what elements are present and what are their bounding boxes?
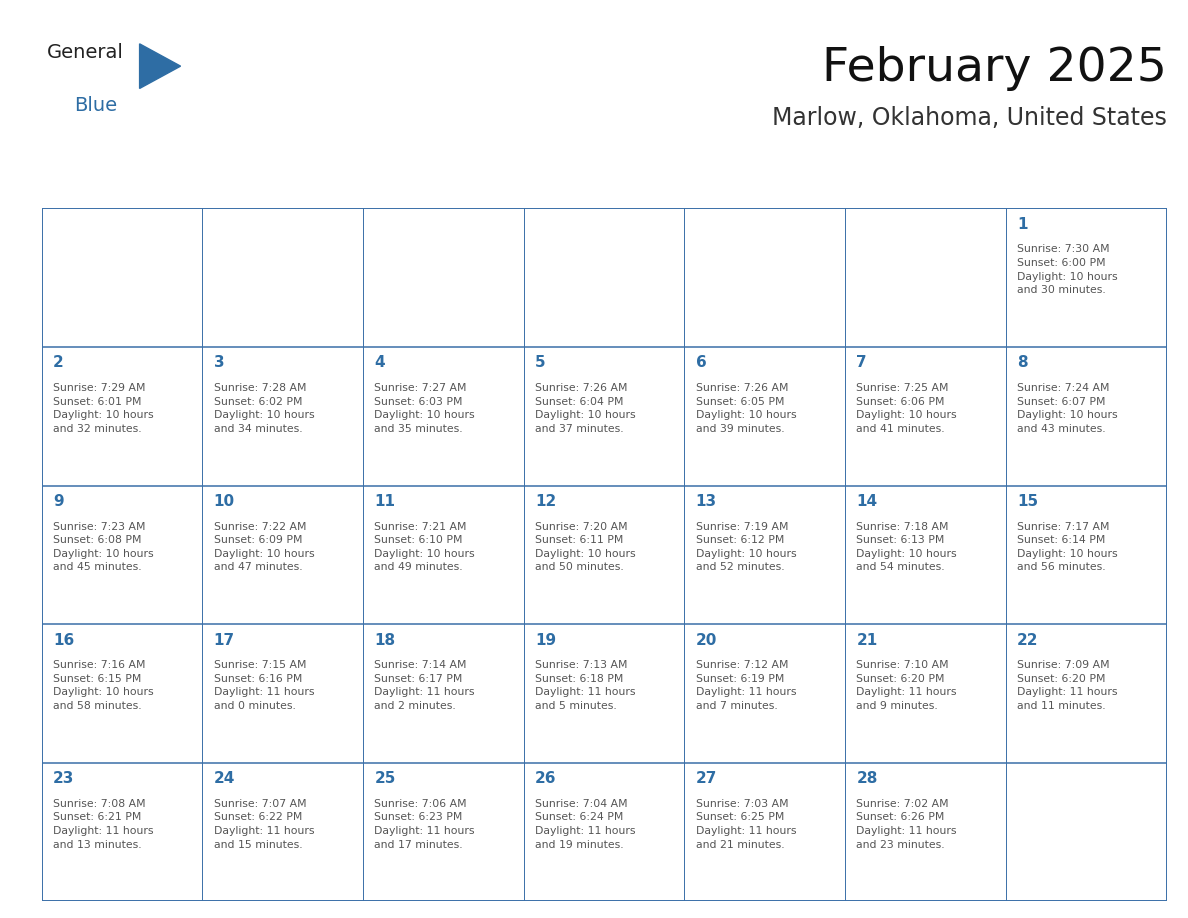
Text: 9: 9 [52, 494, 63, 509]
Text: Sunrise: 7:04 AM
Sunset: 6:24 PM
Daylight: 11 hours
and 19 minutes.: Sunrise: 7:04 AM Sunset: 6:24 PM Dayligh… [535, 799, 636, 850]
Text: 21: 21 [857, 633, 878, 647]
Text: 23: 23 [52, 771, 74, 786]
Text: Blue: Blue [74, 96, 116, 116]
Text: 10: 10 [214, 494, 235, 509]
Text: February 2025: February 2025 [822, 47, 1167, 92]
Text: Sunrise: 7:03 AM
Sunset: 6:25 PM
Daylight: 11 hours
and 21 minutes.: Sunrise: 7:03 AM Sunset: 6:25 PM Dayligh… [696, 799, 796, 850]
Text: Sunrise: 7:26 AM
Sunset: 6:05 PM
Daylight: 10 hours
and 39 minutes.: Sunrise: 7:26 AM Sunset: 6:05 PM Dayligh… [696, 383, 796, 434]
Text: Sunrise: 7:25 AM
Sunset: 6:06 PM
Daylight: 10 hours
and 41 minutes.: Sunrise: 7:25 AM Sunset: 6:06 PM Dayligh… [857, 383, 958, 434]
Text: 11: 11 [374, 494, 396, 509]
Text: Wednesday: Wednesday [535, 174, 638, 189]
Text: 20: 20 [696, 633, 718, 647]
Text: Sunrise: 7:30 AM
Sunset: 6:00 PM
Daylight: 10 hours
and 30 minutes.: Sunrise: 7:30 AM Sunset: 6:00 PM Dayligh… [1017, 244, 1118, 296]
Text: Monday: Monday [214, 174, 284, 189]
Text: Sunrise: 7:19 AM
Sunset: 6:12 PM
Daylight: 10 hours
and 52 minutes.: Sunrise: 7:19 AM Sunset: 6:12 PM Dayligh… [696, 521, 796, 573]
Text: 7: 7 [857, 355, 867, 370]
Text: Sunrise: 7:08 AM
Sunset: 6:21 PM
Daylight: 11 hours
and 13 minutes.: Sunrise: 7:08 AM Sunset: 6:21 PM Dayligh… [52, 799, 153, 850]
Text: 3: 3 [214, 355, 225, 370]
Text: 24: 24 [214, 771, 235, 786]
Text: 19: 19 [535, 633, 556, 647]
Text: 25: 25 [374, 771, 396, 786]
Text: Sunrise: 7:26 AM
Sunset: 6:04 PM
Daylight: 10 hours
and 37 minutes.: Sunrise: 7:26 AM Sunset: 6:04 PM Dayligh… [535, 383, 636, 434]
Text: Sunrise: 7:13 AM
Sunset: 6:18 PM
Daylight: 11 hours
and 5 minutes.: Sunrise: 7:13 AM Sunset: 6:18 PM Dayligh… [535, 660, 636, 711]
Polygon shape [140, 44, 181, 88]
Text: Thursday: Thursday [696, 174, 779, 189]
Text: 26: 26 [535, 771, 556, 786]
Text: 17: 17 [214, 633, 235, 647]
Text: Sunrise: 7:28 AM
Sunset: 6:02 PM
Daylight: 10 hours
and 34 minutes.: Sunrise: 7:28 AM Sunset: 6:02 PM Dayligh… [214, 383, 314, 434]
Text: 8: 8 [1017, 355, 1028, 370]
Text: 27: 27 [696, 771, 718, 786]
Text: Sunrise: 7:10 AM
Sunset: 6:20 PM
Daylight: 11 hours
and 9 minutes.: Sunrise: 7:10 AM Sunset: 6:20 PM Dayligh… [857, 660, 956, 711]
Text: 16: 16 [52, 633, 74, 647]
Text: Tuesday: Tuesday [374, 174, 448, 189]
Text: 14: 14 [857, 494, 878, 509]
Text: 12: 12 [535, 494, 556, 509]
Text: Sunrise: 7:18 AM
Sunset: 6:13 PM
Daylight: 10 hours
and 54 minutes.: Sunrise: 7:18 AM Sunset: 6:13 PM Dayligh… [857, 521, 958, 573]
Text: 4: 4 [374, 355, 385, 370]
Text: 18: 18 [374, 633, 396, 647]
Text: 15: 15 [1017, 494, 1038, 509]
Text: Saturday: Saturday [1017, 174, 1099, 189]
Text: 1: 1 [1017, 217, 1028, 231]
Text: Sunrise: 7:09 AM
Sunset: 6:20 PM
Daylight: 11 hours
and 11 minutes.: Sunrise: 7:09 AM Sunset: 6:20 PM Dayligh… [1017, 660, 1118, 711]
Text: Sunrise: 7:14 AM
Sunset: 6:17 PM
Daylight: 11 hours
and 2 minutes.: Sunrise: 7:14 AM Sunset: 6:17 PM Dayligh… [374, 660, 475, 711]
Text: 2: 2 [52, 355, 64, 370]
Text: Sunrise: 7:02 AM
Sunset: 6:26 PM
Daylight: 11 hours
and 23 minutes.: Sunrise: 7:02 AM Sunset: 6:26 PM Dayligh… [857, 799, 956, 850]
Text: Sunrise: 7:20 AM
Sunset: 6:11 PM
Daylight: 10 hours
and 50 minutes.: Sunrise: 7:20 AM Sunset: 6:11 PM Dayligh… [535, 521, 636, 573]
Text: Sunday: Sunday [52, 174, 119, 189]
Text: Sunrise: 7:29 AM
Sunset: 6:01 PM
Daylight: 10 hours
and 32 minutes.: Sunrise: 7:29 AM Sunset: 6:01 PM Dayligh… [52, 383, 153, 434]
Text: Sunrise: 7:24 AM
Sunset: 6:07 PM
Daylight: 10 hours
and 43 minutes.: Sunrise: 7:24 AM Sunset: 6:07 PM Dayligh… [1017, 383, 1118, 434]
Text: Sunrise: 7:15 AM
Sunset: 6:16 PM
Daylight: 11 hours
and 0 minutes.: Sunrise: 7:15 AM Sunset: 6:16 PM Dayligh… [214, 660, 314, 711]
Text: Friday: Friday [857, 174, 912, 189]
Text: Sunrise: 7:17 AM
Sunset: 6:14 PM
Daylight: 10 hours
and 56 minutes.: Sunrise: 7:17 AM Sunset: 6:14 PM Dayligh… [1017, 521, 1118, 573]
Text: Marlow, Oklahoma, United States: Marlow, Oklahoma, United States [772, 106, 1167, 129]
Text: Sunrise: 7:07 AM
Sunset: 6:22 PM
Daylight: 11 hours
and 15 minutes.: Sunrise: 7:07 AM Sunset: 6:22 PM Dayligh… [214, 799, 314, 850]
Text: 28: 28 [857, 771, 878, 786]
Text: 6: 6 [696, 355, 707, 370]
Text: Sunrise: 7:22 AM
Sunset: 6:09 PM
Daylight: 10 hours
and 47 minutes.: Sunrise: 7:22 AM Sunset: 6:09 PM Dayligh… [214, 521, 314, 573]
Text: Sunrise: 7:16 AM
Sunset: 6:15 PM
Daylight: 10 hours
and 58 minutes.: Sunrise: 7:16 AM Sunset: 6:15 PM Dayligh… [52, 660, 153, 711]
Text: Sunrise: 7:06 AM
Sunset: 6:23 PM
Daylight: 11 hours
and 17 minutes.: Sunrise: 7:06 AM Sunset: 6:23 PM Dayligh… [374, 799, 475, 850]
Text: Sunrise: 7:21 AM
Sunset: 6:10 PM
Daylight: 10 hours
and 49 minutes.: Sunrise: 7:21 AM Sunset: 6:10 PM Dayligh… [374, 521, 475, 573]
Text: General: General [48, 43, 124, 62]
Text: 5: 5 [535, 355, 545, 370]
Text: 22: 22 [1017, 633, 1038, 647]
Text: Sunrise: 7:27 AM
Sunset: 6:03 PM
Daylight: 10 hours
and 35 minutes.: Sunrise: 7:27 AM Sunset: 6:03 PM Dayligh… [374, 383, 475, 434]
Text: Sunrise: 7:23 AM
Sunset: 6:08 PM
Daylight: 10 hours
and 45 minutes.: Sunrise: 7:23 AM Sunset: 6:08 PM Dayligh… [52, 521, 153, 573]
Text: Sunrise: 7:12 AM
Sunset: 6:19 PM
Daylight: 11 hours
and 7 minutes.: Sunrise: 7:12 AM Sunset: 6:19 PM Dayligh… [696, 660, 796, 711]
Text: 13: 13 [696, 494, 716, 509]
